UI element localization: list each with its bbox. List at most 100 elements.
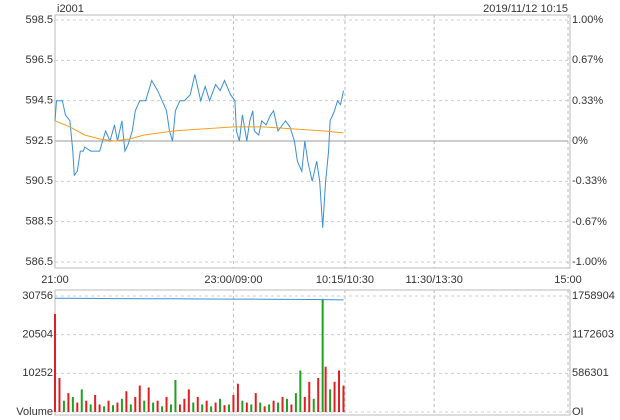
volume-bar <box>254 393 257 412</box>
volume-bar <box>210 406 213 412</box>
symbol: i2001 <box>57 3 84 15</box>
volume-bar <box>187 389 190 412</box>
y2-tick-label: OI <box>572 406 584 418</box>
volume-bar <box>317 378 320 412</box>
volume-bar <box>329 389 332 412</box>
volume-bar <box>178 404 181 412</box>
volume-bar <box>245 402 248 412</box>
volume-bar <box>241 400 244 412</box>
volume-bar <box>272 400 275 412</box>
volume-bar <box>196 396 199 412</box>
x-tick-label: 10:15/10:30 <box>316 274 374 286</box>
volume-bar <box>342 385 345 412</box>
y2-tick-label: 1758904 <box>572 290 615 302</box>
x-tick-label: 15:00 <box>554 274 582 286</box>
volume-bar <box>183 398 186 412</box>
y2-tick-label: 0.33% <box>572 95 603 107</box>
volume-bar <box>232 395 235 412</box>
volume-bar <box>111 405 114 412</box>
volume-bar <box>98 404 101 412</box>
volume-bar <box>268 404 271 412</box>
series-line <box>54 74 344 228</box>
volume-bar <box>143 400 146 412</box>
volume-bar <box>89 404 92 412</box>
volume-bar <box>299 370 302 412</box>
y-tick-label: 592.5 <box>25 135 53 147</box>
volume-bar <box>156 400 159 412</box>
y-tick-label: 588.5 <box>25 216 53 228</box>
volume-bar <box>152 402 155 412</box>
volume-bar <box>205 400 208 412</box>
volume-bar <box>312 398 315 412</box>
datetime: 2019/11/12 10:15 <box>483 3 568 15</box>
volume-bar <box>169 404 172 412</box>
volume-bar <box>227 404 230 412</box>
panel-frame <box>54 289 571 416</box>
volume-bar <box>62 400 65 412</box>
volume-bar <box>201 404 204 412</box>
volume-bar <box>214 402 217 412</box>
volume-bar <box>236 383 239 412</box>
volume-bar <box>259 402 262 412</box>
y-tick-label: 30756 <box>22 290 53 302</box>
y2-tick-label: -0.67% <box>572 216 607 228</box>
volume-bar <box>250 404 253 412</box>
volume-bar <box>308 381 311 412</box>
volume-bar <box>85 400 88 412</box>
y-tick-label: 586.5 <box>25 256 53 268</box>
volume-bar <box>94 395 97 412</box>
volume-bar <box>294 393 297 412</box>
volume-bar <box>80 389 83 412</box>
volume-bar <box>161 406 164 412</box>
y2-tick-label: 0.67% <box>572 54 603 66</box>
x-tick-label: 11:30/13:30 <box>406 274 463 286</box>
y2-tick-label: 0% <box>572 135 588 147</box>
x-tick-label: 21:00 <box>41 274 69 286</box>
volume-bar <box>219 398 222 412</box>
volume-bar <box>321 298 324 412</box>
volume-bar <box>324 366 327 412</box>
volume-bar <box>134 396 137 412</box>
y-tick-label: 20504 <box>22 329 53 341</box>
volume-bar <box>125 391 128 412</box>
volume-bar <box>277 402 280 412</box>
volume-bar <box>174 379 177 412</box>
volume-bar <box>107 400 110 412</box>
y2-tick-label: 586301 <box>572 367 609 379</box>
volume-bar <box>285 398 288 412</box>
volume-bar <box>129 404 132 412</box>
series-line <box>54 297 344 301</box>
volume-bar <box>67 393 70 412</box>
y2-tick-label: 1.00% <box>572 14 603 26</box>
volume-bar <box>303 396 306 412</box>
y2-tick-label: -0.33% <box>572 175 607 187</box>
y-tick-label: Volume <box>16 406 53 418</box>
volume-bar <box>138 385 141 412</box>
y-tick-label: 596.5 <box>25 54 53 66</box>
y2-tick-label: 1172603 <box>572 329 614 341</box>
y2-tick-label: -1.00% <box>572 256 607 268</box>
volume-bar <box>116 402 119 412</box>
volume-bar <box>71 396 74 412</box>
volume-bar <box>120 398 123 412</box>
y-tick-label: 598.5 <box>25 14 53 26</box>
volume-bar <box>338 370 341 412</box>
volume-bar <box>58 378 61 412</box>
volume-bar <box>281 396 284 412</box>
volume-bar <box>290 404 293 412</box>
volume-bar <box>165 396 168 412</box>
volume-bar <box>192 402 195 412</box>
y-tick-label: 10252 <box>22 367 53 379</box>
volume-bar <box>223 405 226 412</box>
volume-bar <box>263 406 266 412</box>
y-tick-label: 594.5 <box>25 95 53 107</box>
series-line <box>54 120 344 142</box>
x-tick-label: 23:00/09:00 <box>204 274 262 286</box>
volume-bar <box>54 313 56 412</box>
y-tick-label: 590.5 <box>25 175 53 187</box>
volume-bar <box>76 402 79 412</box>
volume-bar <box>333 381 336 412</box>
volume-bar <box>147 387 150 412</box>
